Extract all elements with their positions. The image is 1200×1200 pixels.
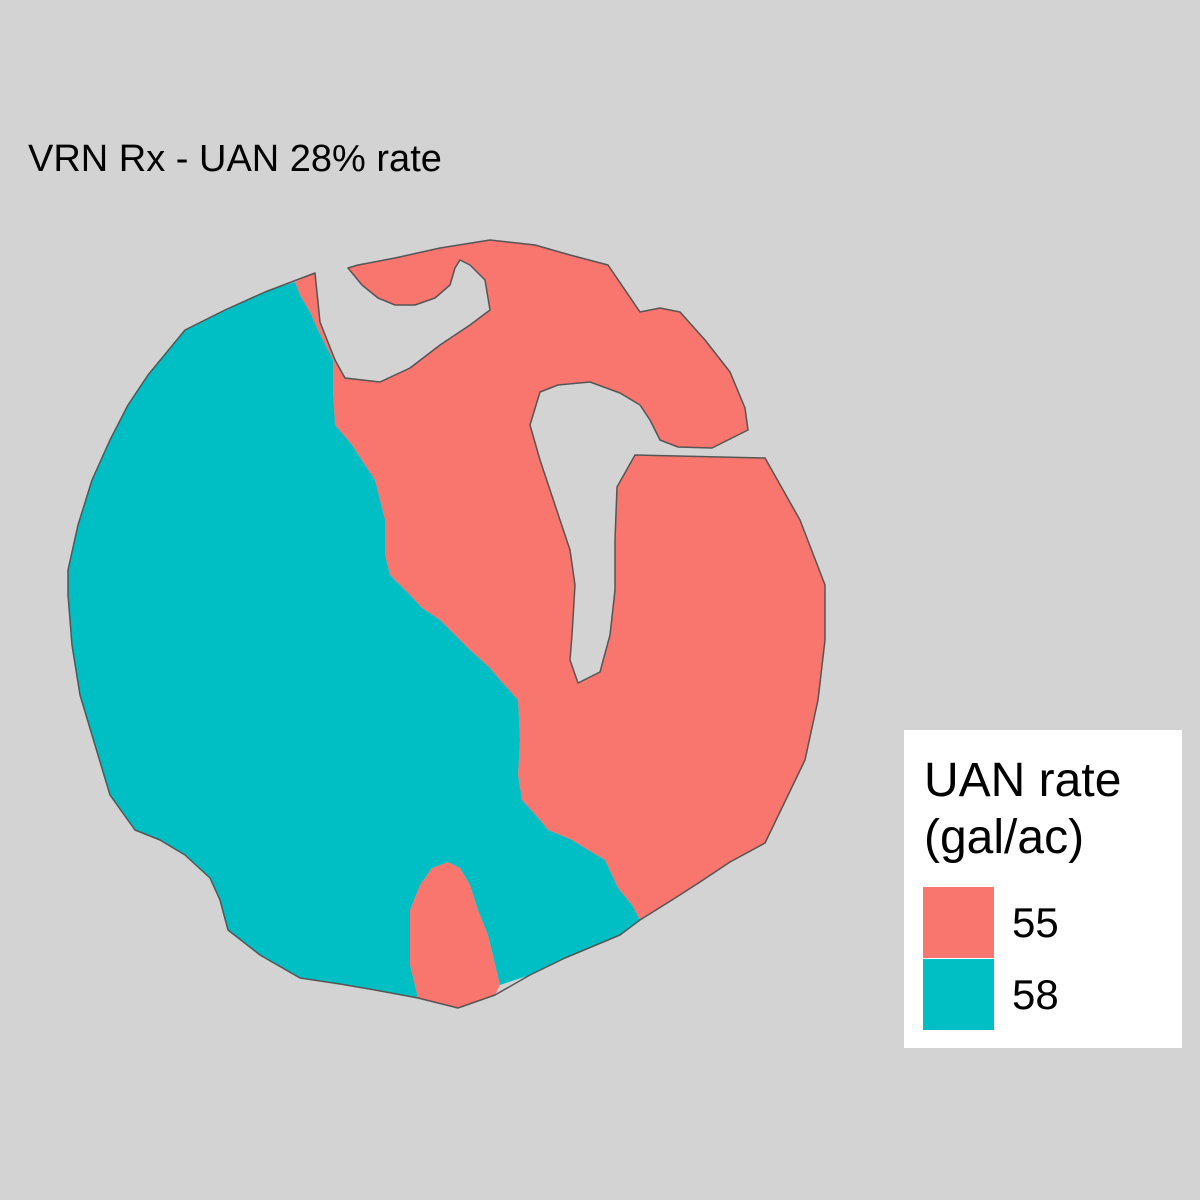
legend-title-line2: (gal/ac) — [924, 811, 1085, 864]
legend-label-55: 55 — [1012, 899, 1059, 946]
legend: UAN rate (gal/ac) 55 58 — [904, 730, 1182, 1048]
legend-title-line1: UAN rate — [924, 754, 1122, 807]
legend-swatch-58 — [923, 959, 994, 1030]
legend-swatch-55 — [923, 887, 994, 958]
zone-55-area — [295, 240, 825, 1008]
legend-item-55: 55 — [923, 887, 1173, 959]
legend-title: UAN rate (gal/ac) — [924, 752, 1121, 866]
field-boundary — [67, 239, 826, 1009]
zone-58-area — [68, 282, 640, 998]
legend-item-58: 58 — [923, 959, 1173, 1031]
map-title: VRN Rx - UAN 28% rate — [28, 138, 442, 180]
legend-label-58: 58 — [1012, 971, 1059, 1018]
